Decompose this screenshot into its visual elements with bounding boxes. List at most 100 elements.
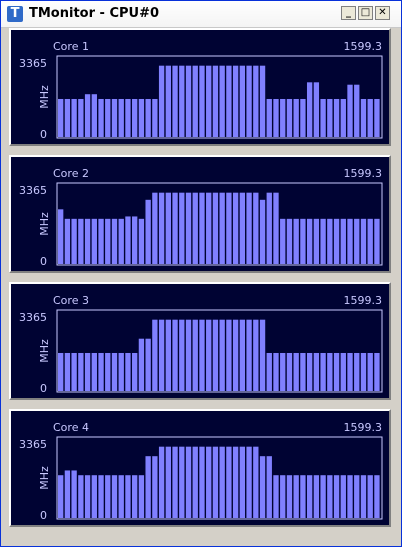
frequency-bar <box>111 475 118 518</box>
frequency-bar <box>199 192 205 264</box>
frequency-bar <box>374 218 380 264</box>
y-max-tick-label: 3365 <box>19 184 47 197</box>
frequency-bar <box>165 319 171 391</box>
frequency-bar <box>293 98 299 137</box>
frequency-bar <box>111 352 118 391</box>
y-axis-label: MHz <box>38 85 51 109</box>
frequency-bar <box>286 475 293 518</box>
frequency-bar <box>246 319 252 391</box>
frequency-bar <box>125 352 131 391</box>
y-axis-label: MHz <box>38 212 51 236</box>
frequency-bar <box>347 84 353 137</box>
y-max-tick-label: 3365 <box>19 311 47 324</box>
frequency-bar <box>206 446 212 518</box>
frequency-bar <box>125 216 131 264</box>
core-4-chart: Core 4 1599.3 3365 0 MHz <box>19 421 383 522</box>
frequency-bar <box>293 218 299 264</box>
frequency-bar <box>306 475 313 518</box>
frequency-bar <box>192 319 198 391</box>
frequency-bar <box>98 218 104 264</box>
frequency-bar <box>145 338 151 391</box>
frequency-bar <box>172 446 178 518</box>
minimize-button[interactable]: _ <box>341 6 356 20</box>
frequency-bar <box>105 475 111 518</box>
frequency-bar <box>98 475 104 518</box>
frequency-bar <box>280 352 286 391</box>
current-frequency: 1599.3 <box>344 421 383 434</box>
frequency-bar <box>327 218 333 264</box>
frequency-bar <box>172 65 178 137</box>
frequency-bar <box>158 65 165 137</box>
y-min-tick-label: 0 <box>40 382 47 395</box>
frequency-bar <box>145 199 151 264</box>
frequency-bar <box>84 218 91 264</box>
minimize-icon: _ <box>346 7 351 18</box>
frequency-bar <box>246 192 252 264</box>
current-frequency: 1599.3 <box>344 40 383 53</box>
frequency-bar <box>172 192 178 264</box>
frequency-bar <box>327 98 333 137</box>
frequency-bar <box>91 94 97 137</box>
frequency-bar <box>253 319 259 391</box>
frequency-bar <box>286 218 293 264</box>
frequency-bar <box>172 319 178 391</box>
frequency-bar <box>347 218 353 264</box>
frequency-bar <box>333 352 340 391</box>
frequency-bar <box>259 199 266 264</box>
frequency-bar <box>300 98 306 137</box>
frequency-bar <box>273 352 279 391</box>
app-icon[interactable]: T <box>7 6 23 22</box>
frequency-bar <box>179 319 185 391</box>
frequency-bar <box>239 65 246 137</box>
plot-frame <box>56 55 383 139</box>
core-3-panel: Core 3 1599.3 3365 0 MHz <box>9 282 391 400</box>
frequency-bar <box>300 218 306 264</box>
frequency-bar <box>320 98 326 137</box>
maximize-icon: □ <box>360 7 371 18</box>
frequency-bar <box>354 218 360 264</box>
plot-frame <box>56 309 383 393</box>
frequency-bar <box>347 475 353 518</box>
frequency-bar <box>192 446 198 518</box>
frequency-bar <box>179 192 185 264</box>
frequency-bar <box>138 98 145 137</box>
y-axis-label: MHz <box>38 339 51 363</box>
y-min-tick-label: 0 <box>40 128 47 141</box>
core-title: Core 1 <box>53 40 89 53</box>
frequency-bar <box>98 352 104 391</box>
frequency-bar <box>71 470 77 518</box>
frequency-bar <box>185 192 192 264</box>
frequency-bar <box>347 352 353 391</box>
frequency-bar <box>58 352 64 391</box>
core-3-chart: Core 3 1599.3 3365 0 MHz <box>19 294 383 395</box>
frequency-bar <box>111 98 118 137</box>
frequency-bar <box>306 82 313 137</box>
frequency-bar <box>125 475 131 518</box>
frequency-bar <box>212 319 219 391</box>
frequency-bar <box>132 216 138 264</box>
frequency-bar <box>219 446 225 518</box>
frequency-bar <box>253 65 259 137</box>
frequency-bar <box>367 352 373 391</box>
client-area: Core 1 1599.3 3365 0 MHz Core 2 1599.3 3365 0 MH… <box>3 28 399 545</box>
title-bar[interactable]: T TMonitor - CPU#0 _ □ ✕ <box>1 1 401 28</box>
frequency-bar <box>152 319 158 391</box>
frequency-bar <box>273 475 279 518</box>
frequency-bar <box>179 65 185 137</box>
frequency-bar <box>199 65 205 137</box>
frequency-bar <box>253 446 259 518</box>
frequency-bar <box>71 352 77 391</box>
maximize-button[interactable]: □ <box>358 6 373 20</box>
frequency-bar <box>360 218 367 264</box>
frequency-bar <box>84 94 91 137</box>
frequency-bar <box>226 192 232 264</box>
frequency-bar <box>340 218 346 264</box>
close-button[interactable]: ✕ <box>375 6 390 20</box>
frequency-bar <box>138 218 145 264</box>
frequency-bar <box>64 352 71 391</box>
core-2-chart: Core 2 1599.3 3365 0 MHz <box>19 167 383 268</box>
frequency-bar <box>327 352 333 391</box>
frequency-bar <box>259 456 266 518</box>
frequency-bar <box>333 475 340 518</box>
frequency-bar <box>199 446 205 518</box>
